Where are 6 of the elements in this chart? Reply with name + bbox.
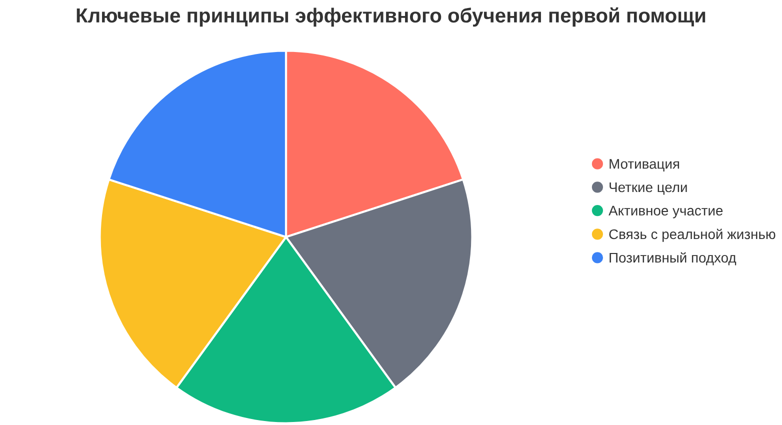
legend-label: Активное участие (608, 206, 723, 218)
chart-title: Ключевые принципы эффективного обучения первой помощи (76, 7, 706, 27)
legend-label: Четкие цели (610, 182, 687, 195)
legend-label: Позитивный подход (610, 252, 736, 266)
legend-label: Связь с реальной жизнью (609, 228, 776, 242)
legend-label: Мотивация (610, 159, 680, 172)
